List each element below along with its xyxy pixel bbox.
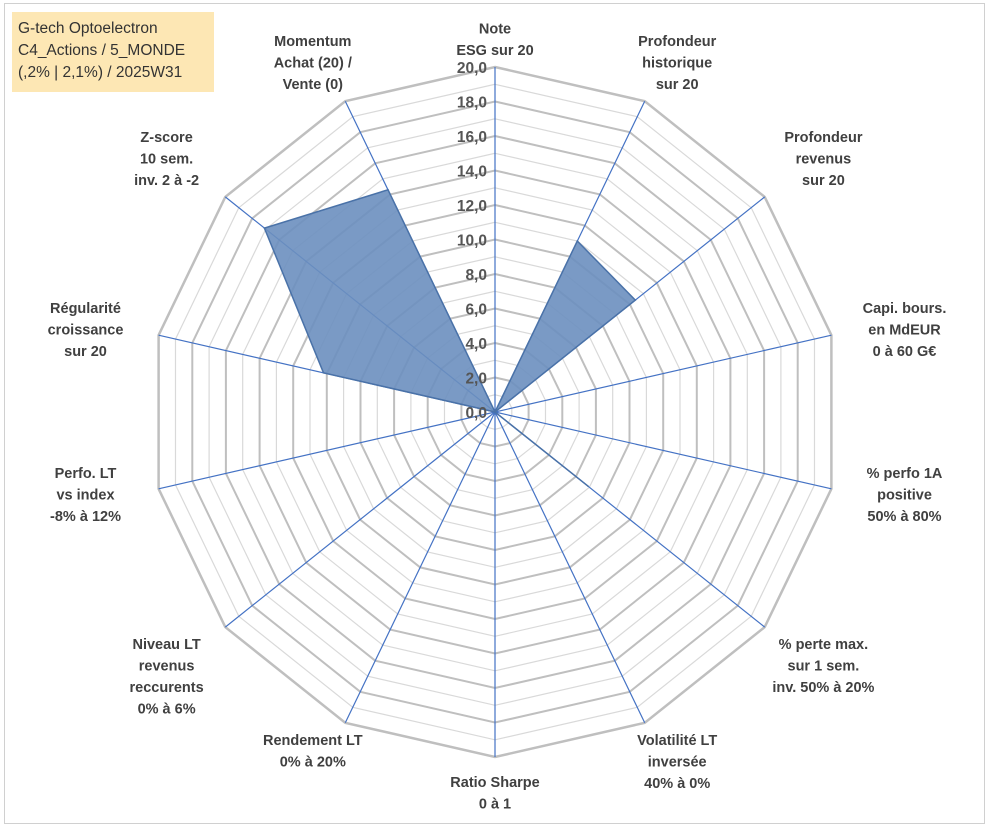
tick-label: 0,0 (465, 405, 487, 422)
axis-spoke (224, 411, 496, 628)
axis-label: Niveau LT (132, 637, 200, 653)
axis-label: sur 20 (656, 77, 699, 93)
axis-label: 40% à 0% (644, 776, 710, 792)
data-point (322, 372, 325, 374)
axis-label: Z-score (140, 130, 192, 146)
axis-label: % perfo 1A (867, 466, 943, 482)
axis-label: sur 20 (64, 344, 107, 360)
tick-label: 20,0 (457, 60, 487, 77)
axis-label: Capi. bours. (863, 301, 947, 317)
tick-label: 4,0 (465, 336, 487, 353)
tick-label: 12,0 (457, 198, 487, 215)
axis-spoke (494, 334, 832, 413)
axis-spoke (494, 411, 646, 724)
axis-label: Vente (0) (283, 77, 344, 93)
title-box: G-tech Optoelectron C4_Actions / 5_MONDE… (12, 12, 214, 92)
axis-label: % perte max. (779, 637, 868, 653)
data-point (494, 411, 496, 413)
data-point (634, 299, 637, 301)
axis-label: 0 à 60 G€ (873, 344, 937, 360)
axis-label: ESG sur 20 (456, 43, 533, 59)
axis-label: historique (642, 56, 712, 72)
axis-label: Achat (20) / (274, 56, 352, 72)
axis-spoke (344, 411, 496, 724)
data-series-area (263, 188, 637, 487)
axis-label: vs index (56, 487, 114, 503)
axis-label: Momentum (274, 34, 351, 50)
title-line-1: G-tech Optoelectron (18, 20, 158, 37)
data-point (263, 227, 266, 229)
axis-label: Profondeur (784, 130, 862, 146)
tick-label: 6,0 (465, 302, 487, 319)
tick-label: 14,0 (457, 164, 487, 181)
axis-spoke (158, 411, 496, 490)
axis-label: reccurents (130, 680, 204, 696)
axis-label: inversée (648, 754, 707, 770)
axis-label: Rendement LT (263, 733, 363, 749)
data-point (387, 189, 389, 191)
axis-label: inv. 50% à 20% (772, 680, 874, 696)
tick-label: 18,0 (457, 95, 487, 112)
axis-label: en MdEUR (868, 323, 941, 339)
axis-label: sur 20 (802, 173, 845, 189)
axis-label: Régularité (50, 301, 121, 317)
axis-label: croissance (48, 323, 124, 339)
axis-label: 50% à 80% (867, 509, 941, 525)
tick-label: 10,0 (457, 233, 487, 250)
axis-label: -8% à 12% (50, 509, 121, 525)
axis-label: 0 à 1 (479, 797, 511, 813)
axis-label: Ratio Sharpe (450, 775, 539, 791)
axis-label: Volatilité LT (637, 733, 717, 749)
axis-label: 10 sem. (140, 151, 193, 167)
axis-label: sur 1 sem. (788, 659, 860, 675)
axis-label: inv. 2 à -2 (134, 173, 199, 189)
tick-label: 2,0 (465, 371, 487, 388)
tick-label: 16,0 (457, 129, 487, 146)
axis-label: revenus (796, 151, 852, 167)
data-point (576, 240, 579, 242)
axis-label: 0% à 6% (138, 702, 196, 718)
axis-label: Perfo. LT (55, 466, 117, 482)
axis-label: Note (479, 22, 511, 38)
axis-label: Profondeur (638, 34, 716, 50)
tick-label: 8,0 (465, 267, 487, 284)
axis-label: 0% à 20% (280, 754, 346, 770)
axis-label: revenus (139, 659, 195, 675)
axis-spoke (494, 411, 832, 490)
title-line-3: (,2% | 2,1%) / 2025W31 (18, 64, 183, 81)
data-point (587, 485, 589, 488)
axis-label: positive (877, 487, 932, 503)
title-line-2: C4_Actions / 5_MONDE (18, 42, 186, 59)
